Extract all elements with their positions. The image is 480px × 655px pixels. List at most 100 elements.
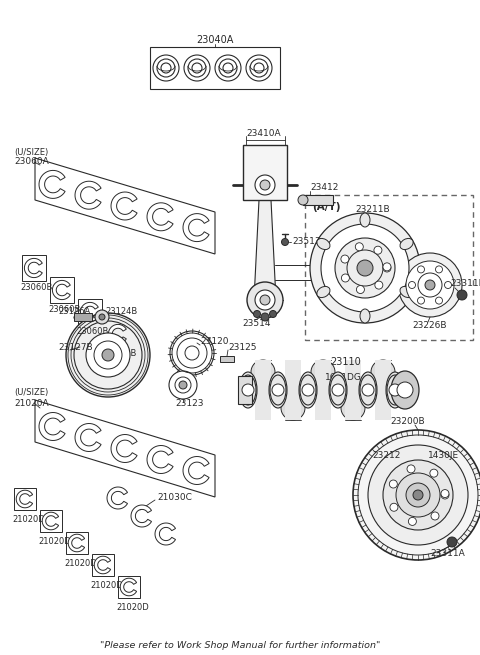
Text: 23514: 23514 — [242, 318, 271, 328]
Circle shape — [170, 331, 214, 375]
Circle shape — [383, 460, 453, 530]
Circle shape — [341, 255, 349, 263]
Circle shape — [389, 384, 401, 396]
Polygon shape — [254, 200, 276, 300]
Circle shape — [435, 266, 443, 273]
Text: 23060A: 23060A — [14, 157, 49, 166]
Ellipse shape — [391, 371, 419, 409]
Circle shape — [361, 383, 375, 397]
Circle shape — [398, 253, 462, 317]
Polygon shape — [35, 158, 215, 254]
Bar — [74, 313, 92, 321]
Bar — [255, 360, 271, 420]
Polygon shape — [147, 203, 173, 231]
Text: 23510: 23510 — [348, 267, 377, 276]
Text: 1430JE: 1430JE — [428, 451, 459, 460]
Text: 21020D: 21020D — [90, 580, 123, 590]
Bar — [238, 376, 252, 404]
Circle shape — [441, 491, 449, 499]
Text: 23226B: 23226B — [412, 320, 446, 329]
Bar — [150, 47, 280, 89]
Ellipse shape — [360, 375, 376, 405]
Text: 21020A: 21020A — [14, 398, 48, 407]
Text: 23060B: 23060B — [20, 284, 52, 293]
Circle shape — [444, 282, 452, 288]
Text: (U/SIZE): (U/SIZE) — [14, 388, 48, 398]
Text: "Please refer to Work Shop Manual for further information": "Please refer to Work Shop Manual for fu… — [100, 641, 380, 650]
Circle shape — [374, 246, 382, 254]
Circle shape — [102, 349, 114, 361]
Polygon shape — [120, 578, 137, 596]
Text: 23311A: 23311A — [430, 548, 465, 557]
Circle shape — [418, 297, 424, 304]
Circle shape — [260, 180, 270, 190]
Ellipse shape — [360, 213, 370, 227]
Circle shape — [301, 383, 315, 397]
Circle shape — [390, 503, 398, 512]
Circle shape — [310, 213, 420, 323]
Ellipse shape — [387, 375, 403, 405]
Circle shape — [383, 263, 391, 271]
Circle shape — [255, 175, 275, 195]
Polygon shape — [108, 324, 126, 344]
Text: 23200B: 23200B — [390, 417, 425, 426]
Polygon shape — [111, 434, 137, 462]
Circle shape — [341, 396, 365, 420]
Circle shape — [335, 238, 395, 298]
Circle shape — [406, 261, 454, 309]
Polygon shape — [183, 457, 209, 485]
Ellipse shape — [359, 372, 377, 408]
Circle shape — [331, 383, 345, 397]
Circle shape — [425, 280, 435, 290]
Ellipse shape — [330, 375, 346, 405]
Circle shape — [362, 384, 374, 396]
Ellipse shape — [329, 372, 347, 408]
Text: 21030C: 21030C — [157, 493, 192, 502]
Bar — [315, 360, 331, 420]
Text: (U/SIZE): (U/SIZE) — [14, 147, 48, 157]
Text: 23311B: 23311B — [450, 280, 480, 288]
Circle shape — [66, 313, 150, 397]
Circle shape — [242, 384, 254, 396]
Text: 23412: 23412 — [310, 183, 338, 193]
Circle shape — [272, 384, 284, 396]
Circle shape — [86, 333, 130, 377]
Polygon shape — [94, 556, 110, 574]
Circle shape — [371, 360, 395, 384]
Circle shape — [281, 238, 288, 246]
Polygon shape — [39, 413, 65, 441]
Polygon shape — [52, 280, 70, 299]
Text: 23120: 23120 — [200, 337, 228, 346]
Polygon shape — [155, 523, 176, 545]
Text: 23211B: 23211B — [355, 206, 390, 214]
Bar — [22, 255, 46, 281]
Bar — [243, 145, 287, 200]
Polygon shape — [75, 424, 101, 451]
Circle shape — [383, 264, 391, 272]
Ellipse shape — [298, 195, 308, 205]
Bar — [78, 299, 102, 325]
Text: 21020D: 21020D — [38, 536, 71, 546]
Ellipse shape — [239, 372, 257, 408]
Circle shape — [311, 360, 335, 384]
Text: 23124B: 23124B — [105, 307, 137, 316]
Bar — [106, 321, 130, 347]
Text: 23060B: 23060B — [48, 305, 80, 314]
Circle shape — [357, 260, 373, 276]
Circle shape — [357, 286, 364, 293]
Bar — [305, 195, 473, 340]
Circle shape — [353, 430, 480, 560]
Circle shape — [302, 384, 314, 396]
Polygon shape — [75, 181, 101, 209]
Circle shape — [251, 360, 275, 384]
Text: 23513: 23513 — [292, 238, 321, 246]
Text: 1601DG: 1601DG — [325, 373, 362, 383]
Circle shape — [321, 224, 409, 312]
Polygon shape — [42, 512, 59, 530]
Circle shape — [396, 473, 440, 517]
Polygon shape — [147, 445, 173, 474]
Circle shape — [406, 483, 430, 507]
Circle shape — [408, 517, 416, 525]
Ellipse shape — [240, 375, 256, 405]
Bar — [66, 532, 88, 554]
